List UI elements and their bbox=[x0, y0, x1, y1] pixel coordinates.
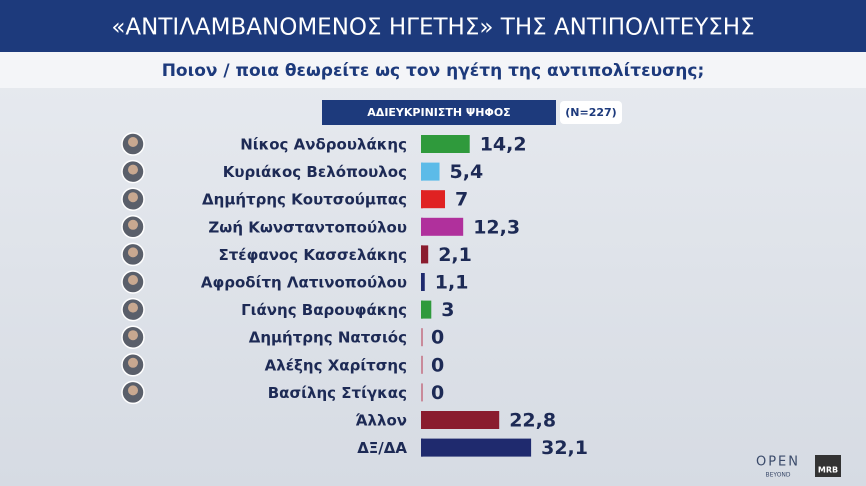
category-label: Αλέξης Χαρίτσης bbox=[265, 356, 407, 374]
sample-box bbox=[560, 101, 622, 124]
value-label: 0 bbox=[431, 382, 444, 404]
value-label: 32,1 bbox=[541, 437, 588, 459]
avatar-face bbox=[128, 385, 138, 396]
avatar-face bbox=[128, 247, 138, 258]
bar bbox=[421, 190, 446, 209]
avatar-face bbox=[128, 330, 138, 341]
value-label: 14,2 bbox=[480, 134, 527, 156]
value-label: 7 bbox=[455, 189, 468, 211]
bar-base bbox=[421, 328, 423, 347]
category-label: Βασίλης Στίγκας bbox=[268, 384, 407, 402]
avatar-face bbox=[128, 357, 138, 368]
subtitle-banner bbox=[0, 52, 866, 88]
bar bbox=[421, 300, 432, 319]
avatar-face bbox=[128, 137, 138, 147]
header-label: ΑΔΙΕΥΚΡΙΝΙΣΤΗ ΨΗΦΟΣ bbox=[367, 106, 510, 119]
category-label: Ζωή Κωνσταντοπούλου bbox=[208, 218, 407, 236]
value-label: 0 bbox=[431, 354, 444, 376]
value-label: 1,1 bbox=[435, 272, 469, 294]
category-label: Δημήτρης Νατσιός bbox=[249, 329, 407, 347]
category-label: Στέφανος Κασσελάκης bbox=[218, 246, 407, 264]
avatar-face bbox=[128, 164, 138, 175]
value-label: 12,3 bbox=[473, 216, 520, 238]
sample-label: (N=227) bbox=[565, 106, 616, 119]
category-label: Γιάνης Βαρουφάκης bbox=[241, 301, 407, 319]
logo: OPEN bbox=[756, 455, 800, 470]
category-label: Νίκος Ανδρουλάκης bbox=[240, 136, 407, 154]
value-label: 5,4 bbox=[450, 161, 484, 183]
chart-title: «ΑΝΤΙΛΑΜΒΑΝΟΜΕΝΟΣ ΗΓΕΤΗΣ» ΤΗΣ ΑΝΤΙΠΟΛΙΤΕ… bbox=[111, 15, 754, 41]
bar bbox=[421, 162, 440, 181]
category-label: Άλλον bbox=[356, 412, 407, 430]
category-label: Κυριάκος Βελόπουλος bbox=[223, 163, 407, 181]
avatar-face bbox=[128, 219, 138, 230]
logo2-box bbox=[815, 455, 841, 477]
bar-base bbox=[421, 383, 423, 402]
avatar-face bbox=[128, 192, 138, 203]
logo-sub: BEYOND bbox=[765, 472, 790, 479]
title-banner bbox=[0, 0, 866, 52]
bar-base bbox=[421, 355, 423, 374]
avatar-face bbox=[128, 302, 138, 313]
category-label: Αφροδίτη Λατινοπούλου bbox=[201, 274, 407, 292]
bar bbox=[421, 245, 429, 264]
value-label: 2,1 bbox=[438, 244, 472, 266]
logo2: MRB bbox=[818, 466, 838, 475]
bar bbox=[421, 135, 470, 153]
bar bbox=[421, 217, 464, 236]
category-label: ΔΞ/ΔΑ bbox=[357, 439, 407, 457]
bar bbox=[421, 411, 500, 429]
bar bbox=[421, 438, 532, 457]
value-label: 22,8 bbox=[509, 410, 556, 432]
chart-subtitle: Ποιον / ποια θεωρείτε ως τον ηγέτη της α… bbox=[162, 61, 705, 81]
category-label: Δημήτρης Κουτσούμπας bbox=[202, 191, 407, 209]
avatar-face bbox=[128, 275, 138, 285]
header-box bbox=[322, 100, 556, 125]
value-label: 0 bbox=[431, 327, 444, 349]
value-label: 3 bbox=[441, 299, 454, 321]
bar bbox=[421, 273, 425, 291]
